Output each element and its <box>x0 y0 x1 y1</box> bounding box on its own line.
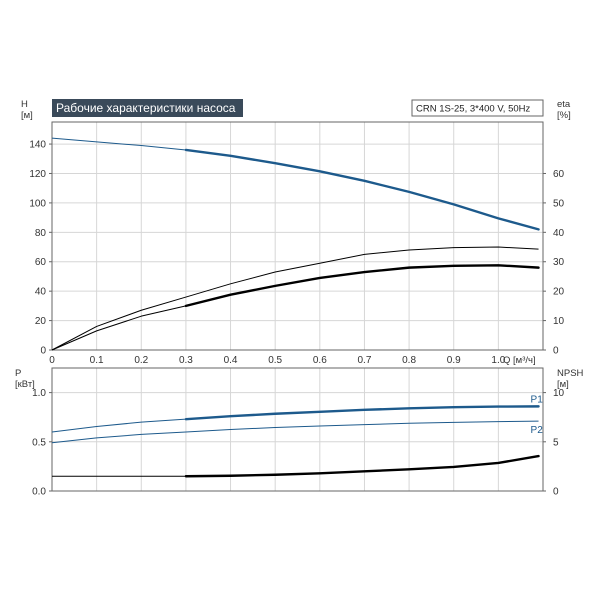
power-npsh-panel: 0.0 0.5 1.0 0 5 10 P [кВт] NPSH [м] P1 P2 <box>15 367 584 498</box>
series-line-thin-2 <box>51 305 187 351</box>
y-right-tick-label: 50 <box>553 198 565 209</box>
x-tick-label: 0.2 <box>134 355 148 366</box>
y-left-axis-label: P [кВт] <box>15 368 35 390</box>
x-tick-label: 1.0 <box>491 355 505 366</box>
y-right-tick-label: 10 <box>553 388 565 399</box>
series-line-thick-0 <box>184 405 540 421</box>
pump-info-text: CRN 1S-25, 3*400 V, 50Hz <box>416 104 530 115</box>
series-line-thick-2 <box>184 454 540 478</box>
y-left-tick-label: 100 <box>29 198 46 209</box>
series-line-thick-0 <box>184 148 540 231</box>
y-right-tick-label: 5 <box>553 437 559 448</box>
series-line-thin-1 <box>51 420 539 444</box>
y-left-tick-label: 80 <box>35 228 47 239</box>
series-label-p2: P2 <box>531 425 544 436</box>
series-line-thin-0 <box>51 418 186 433</box>
series-label-p1: P1 <box>531 394 544 405</box>
pump-info-box <box>411 99 544 117</box>
x-tick-label: 0.9 <box>447 355 461 366</box>
x-tick-label: 0.1 <box>90 355 104 366</box>
chart-title: Рабочие характеристики насоса <box>56 101 236 115</box>
x-tick-label: 0 <box>49 355 55 366</box>
x-tick-label: 0.7 <box>358 355 372 366</box>
plot-frame <box>51 367 544 492</box>
head-efficiency-panel: 0 20 40 60 80 100 120 140 0 10 20 30 40 50 60 0 0.1 0.2 0.… <box>21 99 571 366</box>
y-left-tick-label: 40 <box>35 287 47 298</box>
y-left-tick-label: 0.0 <box>32 487 46 498</box>
y-right-tick-label: 40 <box>553 228 565 239</box>
series-line-thin-1 <box>51 246 539 351</box>
y-right-tick-label: 30 <box>553 257 565 268</box>
y-right-tick-label: 60 <box>553 169 565 180</box>
x-tick-label: 0.8 <box>402 355 416 366</box>
series-line-thick-2 <box>184 264 540 308</box>
x-tick-label: 0.3 <box>179 355 193 366</box>
series-line-thin-0 <box>51 137 186 151</box>
y-right-tick-label: 0 <box>553 487 559 498</box>
x-tick-label: 0.4 <box>224 355 238 366</box>
y-left-tick-label: 20 <box>35 316 47 327</box>
y-left-axis-label: H [м] <box>21 99 33 121</box>
y-right-tick-label: 0 <box>553 346 559 357</box>
chart-title-box <box>52 99 243 117</box>
x-tick-label: 0.5 <box>268 355 282 366</box>
y-right-axis-label: NPSH [м] <box>557 368 584 390</box>
y-left-tick-label: 0.5 <box>32 437 46 448</box>
y-right-tick-label: 20 <box>553 287 565 298</box>
y-right-axis-label: eta [%] <box>557 99 571 121</box>
y-left-tick-label: 0 <box>40 346 46 357</box>
y-left-tick-label: 140 <box>29 140 46 151</box>
y-left-tick-label: 60 <box>35 257 47 268</box>
x-axis-label: Q [м³/ч] <box>503 355 536 366</box>
x-tick-label: 0.6 <box>313 355 327 366</box>
plot-frame <box>51 121 544 351</box>
y-left-tick-label: 1.0 <box>32 388 46 399</box>
y-right-tick-label: 10 <box>553 316 565 327</box>
y-left-tick-label: 120 <box>29 169 46 180</box>
